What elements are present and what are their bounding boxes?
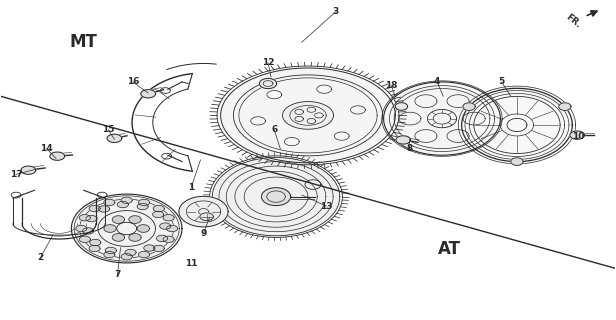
Polygon shape xyxy=(463,103,475,110)
Polygon shape xyxy=(156,235,168,242)
Polygon shape xyxy=(395,103,408,110)
Text: 1: 1 xyxy=(188,183,195,192)
Text: 10: 10 xyxy=(572,132,585,140)
Text: 14: 14 xyxy=(41,144,53,153)
Polygon shape xyxy=(90,239,101,246)
Polygon shape xyxy=(86,215,97,222)
Text: 5: 5 xyxy=(498,77,505,86)
Text: 2: 2 xyxy=(38,253,44,262)
Polygon shape xyxy=(166,225,177,232)
Text: FR.: FR. xyxy=(564,13,583,30)
Polygon shape xyxy=(139,252,150,258)
Polygon shape xyxy=(79,214,91,221)
Polygon shape xyxy=(259,78,277,89)
Polygon shape xyxy=(283,101,333,129)
Polygon shape xyxy=(179,196,228,227)
Polygon shape xyxy=(137,225,150,232)
Text: 11: 11 xyxy=(185,259,198,268)
Polygon shape xyxy=(153,205,164,212)
Polygon shape xyxy=(144,245,155,251)
Polygon shape xyxy=(160,223,171,229)
Polygon shape xyxy=(163,214,174,221)
Text: 13: 13 xyxy=(320,202,333,211)
Text: AT: AT xyxy=(438,240,461,258)
Polygon shape xyxy=(125,249,136,256)
Polygon shape xyxy=(129,234,141,241)
Polygon shape xyxy=(121,197,132,204)
Polygon shape xyxy=(129,216,141,223)
Polygon shape xyxy=(83,228,94,234)
Polygon shape xyxy=(104,199,115,206)
Polygon shape xyxy=(153,211,164,218)
Text: 8: 8 xyxy=(407,144,413,153)
Polygon shape xyxy=(112,216,124,223)
Polygon shape xyxy=(121,253,132,260)
Polygon shape xyxy=(141,90,156,98)
Polygon shape xyxy=(221,68,395,163)
Polygon shape xyxy=(163,236,174,243)
Polygon shape xyxy=(89,245,100,252)
Polygon shape xyxy=(104,252,115,258)
Polygon shape xyxy=(559,103,571,110)
Polygon shape xyxy=(89,205,100,212)
Polygon shape xyxy=(382,81,502,156)
Polygon shape xyxy=(137,203,148,210)
Polygon shape xyxy=(396,136,411,144)
Text: 6: 6 xyxy=(271,125,277,134)
Text: 18: 18 xyxy=(385,81,397,90)
Text: 7: 7 xyxy=(115,270,121,279)
Text: 4: 4 xyxy=(434,77,440,86)
Polygon shape xyxy=(104,225,116,232)
Text: 17: 17 xyxy=(10,170,22,179)
Polygon shape xyxy=(117,201,128,208)
Polygon shape xyxy=(213,157,340,236)
Polygon shape xyxy=(511,158,523,165)
Text: 3: 3 xyxy=(333,7,339,16)
Polygon shape xyxy=(139,199,150,206)
Polygon shape xyxy=(105,247,116,254)
Polygon shape xyxy=(99,206,110,212)
Text: 9: 9 xyxy=(200,229,207,238)
Polygon shape xyxy=(153,245,164,252)
Polygon shape xyxy=(261,188,291,206)
Polygon shape xyxy=(71,194,182,263)
Polygon shape xyxy=(200,213,213,220)
Polygon shape xyxy=(79,236,91,243)
Polygon shape xyxy=(76,225,87,232)
Text: 16: 16 xyxy=(126,77,139,86)
Text: 12: 12 xyxy=(262,58,274,67)
Text: 15: 15 xyxy=(102,125,115,134)
Polygon shape xyxy=(107,134,122,142)
Polygon shape xyxy=(570,131,585,139)
Polygon shape xyxy=(458,86,575,164)
Polygon shape xyxy=(112,234,124,241)
Polygon shape xyxy=(21,166,36,174)
Polygon shape xyxy=(50,152,65,160)
Text: MT: MT xyxy=(70,33,97,51)
